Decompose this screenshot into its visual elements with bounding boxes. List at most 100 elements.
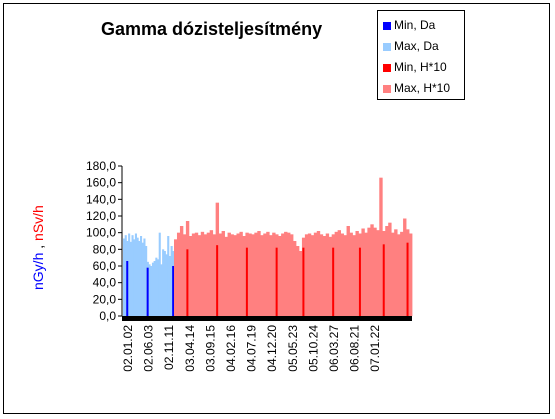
legend-label-max-h10: Max, H*10 [394,81,451,95]
h10-max-bar [203,234,208,316]
h10-max-bar [233,235,237,316]
da-max-bar [158,232,161,316]
h10-max-bar [307,233,312,316]
h10-max-bar [278,236,282,316]
h10-max-bar [388,222,392,316]
x-tick-label: 03.04.14 [183,325,197,372]
h10-max-bar [260,235,264,316]
h10-max-bar [397,234,401,316]
h10-max-bar [191,233,196,316]
h10-max-bar [174,239,178,316]
x-tick-label: 02.11.11 [162,325,176,370]
h10-max-bar [200,231,205,316]
h10-min-bar [382,244,385,316]
da-max-bar [141,242,144,316]
y-tick-label: 180,0 [86,159,116,173]
h10-max-bar [349,232,353,316]
h10-max-bar [379,177,383,316]
h10-min-bar [245,247,248,316]
h10-min-bar [302,247,305,316]
h10-max-bar [287,232,291,316]
h10-max-bar [376,230,380,316]
h10-max-bar [298,251,303,316]
h10-max-bar [218,233,222,316]
h10-max-bar [251,234,255,316]
da-min-bar [172,266,175,316]
da-max-bar [131,235,134,316]
da-min-bar [126,261,129,316]
h10-max-bar [293,241,297,316]
h10-max-bar [272,232,276,316]
h10-max-bar [242,236,246,316]
h10-max-bar [194,232,199,316]
h10-max-bar [322,236,327,316]
y-tick-label: 100,0 [86,226,116,240]
h10-max-bar [176,232,181,316]
x-tick-label: 06.03.27 [327,325,341,372]
h10-max-bar [373,227,377,316]
x-tick-label: 07.01.22 [368,325,382,372]
h10-max-bar [295,246,300,316]
x-tick-label: 04.12.20 [265,325,279,372]
h10-max-bar [230,234,234,316]
h10-max-bar [346,226,350,316]
h10-max-bar [197,235,202,316]
da-max-bar [168,256,171,316]
y-tick-label: 40,0 [93,276,117,290]
da-max-bar [155,257,158,316]
da-max-bar [143,238,146,316]
h10-max-bar [319,234,324,316]
h10-max-bar [316,231,321,316]
legend-swatch-max-h10 [383,85,391,93]
x-tick-label: 04.02.16 [224,325,238,372]
h10-max-bar [212,234,217,316]
legend-swatch-max-da [383,43,391,51]
h10-max-bar [263,233,267,316]
da-max-bar [136,237,139,316]
y-tick-label: 160,0 [86,176,116,190]
h10-max-bar [236,233,240,316]
legend-label-max-da: Max, Da [394,39,439,53]
h10-min-bar [186,249,189,316]
chart-title: Gamma dózisteljesítmény [101,19,323,39]
h10-max-bar [343,235,347,316]
h10-min-bar [216,245,219,316]
da-max-bar [157,259,160,316]
h10-max-bar [400,231,404,316]
x-tick-label: 05.05.23 [286,325,300,372]
h10-max-bar [394,229,398,316]
da-max-bar [162,249,165,316]
da-max-bar [148,264,151,316]
legend-item-max-da: Max, Da [383,36,439,56]
legend-item-min-da: Min, Da [383,15,435,35]
h10-max-bar [313,232,318,316]
legend-label-min-da: Min, Da [394,18,436,32]
da-max-bar [138,241,141,316]
da-max-bar [160,264,163,316]
h10-max-bar [403,218,407,316]
h10-max-bar [239,231,243,316]
h10-max-bar [352,235,356,316]
h10-max-bar [188,236,193,316]
h10-min-bar [275,247,278,316]
h10-max-bar [224,236,228,316]
h10-min-bar [406,242,409,316]
y-tick-label: 20,0 [93,292,117,306]
h10-max-bar [337,230,341,316]
legend-swatch-min-da [383,22,391,30]
h10-max-bar [310,235,315,316]
da-max-bar [129,241,132,316]
da-max-bar [153,261,156,316]
h10-max-bar [391,232,395,316]
h10-max-bar [179,226,184,316]
da-max-bar [140,236,143,316]
da-max-bar [124,235,127,316]
x-tick-label: 05.10.24 [306,325,320,372]
h10-max-bar [355,231,359,316]
h10-max-bar [281,233,285,316]
da-max-bar [128,233,131,316]
h10-max-bar [206,232,211,316]
h10-max-bar [221,231,225,316]
x-tick-label: 02.06.03 [142,325,156,372]
